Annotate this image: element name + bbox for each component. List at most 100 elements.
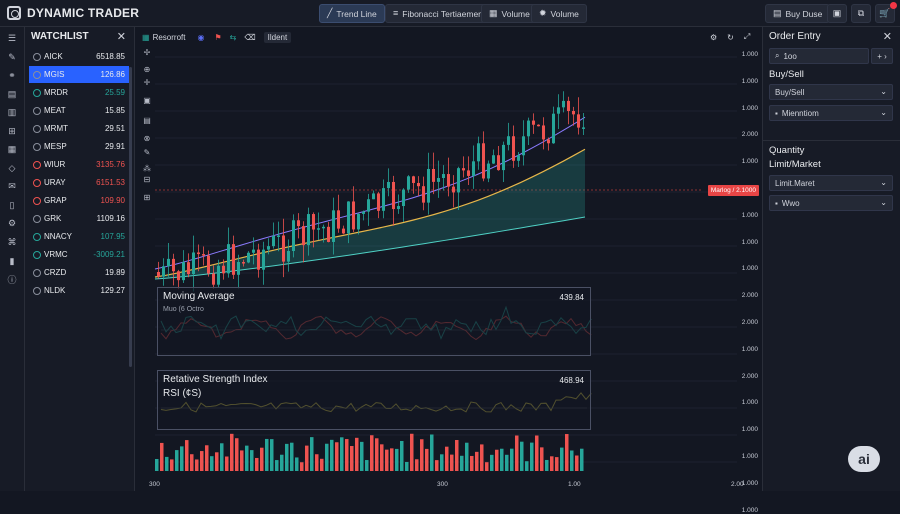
note-icon[interactable]: ▤ xyxy=(143,116,151,125)
status-dot-icon xyxy=(33,268,41,277)
price-axis-label: 1.000 xyxy=(741,399,758,407)
status-dot-icon xyxy=(33,106,41,115)
plus-icon[interactable]: ✛ xyxy=(143,78,151,87)
misc-select[interactable]: ▪ Mienntiom ⌄ xyxy=(769,105,893,121)
time-label: 2.00 xyxy=(731,481,744,488)
watchlist-value: 1109.16 xyxy=(96,214,125,223)
document-icon[interactable]: ▯ xyxy=(9,199,15,210)
watchlist-item[interactable]: MEAT 15.85 xyxy=(29,102,129,119)
watchlist-scrollbar[interactable] xyxy=(129,67,132,367)
rsi-pane[interactable]: Retative Strength Index RSI (¢S) 468.94 xyxy=(157,370,591,430)
fibonacci-button[interactable]: ≡ Fibonacci Tertiaement xyxy=(385,4,494,23)
chart-icon[interactable]: ▥ xyxy=(7,106,17,117)
trash-icon[interactable]: ▮ xyxy=(9,255,15,266)
buy-order-button[interactable]: ▤ Buy Duse xyxy=(765,4,831,23)
volume-button-2[interactable]: ✹ Volume xyxy=(531,4,587,23)
watchlist-item[interactable]: NNACY 107.95 xyxy=(29,228,129,245)
moving-average-pane[interactable]: Moving Average Muo (6 Octro 439.84 xyxy=(157,287,591,356)
record-icon[interactable]: ◉ xyxy=(197,32,205,42)
crosshair-icon[interactable]: ⊕ xyxy=(143,65,151,74)
status-dot-icon xyxy=(33,88,41,97)
watchlist-item[interactable]: MESP 29.91 xyxy=(29,138,129,155)
watchlist-item[interactable]: GRK 1109.16 xyxy=(29,210,129,227)
moving-average-subtitle: Muo (6 Octro xyxy=(163,306,204,313)
refresh-icon[interactable]: ↻ xyxy=(727,32,734,42)
watchlist-item[interactable]: CRZD 19.89 xyxy=(29,264,129,281)
search-icon: ⌕ xyxy=(775,51,780,60)
info-icon[interactable]: ⓘ xyxy=(7,274,17,285)
watchlist-value: 126.86 xyxy=(100,70,125,79)
watchlist-item[interactable]: MRDR 25.59 xyxy=(29,84,129,101)
ident-label: Ildent xyxy=(267,32,288,42)
text-icon[interactable]: ⊟ xyxy=(143,175,151,184)
time-label: 300 xyxy=(437,481,448,488)
trend-line-button[interactable]: ╱ Trend Line xyxy=(319,4,385,23)
close-icon[interactable]: ✕ xyxy=(116,31,126,43)
status-dot-icon xyxy=(33,286,41,295)
settings-icon[interactable]: ⚙ xyxy=(710,32,718,42)
watchlist-item[interactable]: VRMC -3009.21 xyxy=(29,246,129,263)
watchlist-item[interactable]: GRAP 109.90 xyxy=(29,192,129,209)
cursor-icon[interactable]: ✢ xyxy=(143,48,151,57)
calendar-icon[interactable]: ▦ xyxy=(7,143,17,154)
rsi-subtitle: RSI (¢S) xyxy=(163,388,202,399)
fibonacci-icon: ≡ xyxy=(393,8,399,18)
shapes-icon[interactable]: ⁂ xyxy=(143,164,151,173)
status-dot-icon xyxy=(33,178,41,187)
watchlist-value: 107.95 xyxy=(100,232,125,241)
fibonacci-label: Fibonacci Tertiaement xyxy=(402,8,486,19)
watchlist-symbol: AICK xyxy=(44,52,63,61)
volume-label-2: Volume xyxy=(550,8,579,19)
watchlist-symbol: MRMT xyxy=(44,124,68,133)
watchlist-item[interactable]: AICK 6518.85 xyxy=(29,48,129,65)
limit-select[interactable]: Limit.Maret ⌄ xyxy=(769,175,893,191)
watchlist-value: -3009.21 xyxy=(93,250,125,259)
left-tool-rail: ☰ ✎ ⚭ ▤ ▥ ⊞ ▦ ◇ ✉ ▯ ⚙ ⌘ ▮ ⓘ xyxy=(0,27,25,491)
watchlist-item[interactable]: MRMT 29.51 xyxy=(29,120,129,137)
close-icon[interactable]: ✕ xyxy=(882,31,892,43)
notification-badge xyxy=(890,2,897,9)
magnet-icon[interactable]: ⊗ xyxy=(143,134,151,143)
add-button[interactable]: + › xyxy=(871,48,893,64)
layout-button[interactable]: ⧉ xyxy=(851,4,871,23)
calendar-button[interactable]: ▣ xyxy=(827,4,847,23)
volume-button-1[interactable]: ▦ Volume xyxy=(481,4,538,23)
tag-icon[interactable]: ⌘ xyxy=(7,236,17,247)
watchlist-symbol: MGIS xyxy=(44,70,65,79)
trend-line-label: Trend Line xyxy=(336,8,377,19)
status-dot-icon xyxy=(33,124,41,133)
link-icon[interactable]: ⚭ xyxy=(8,69,16,80)
watchlist-item[interactable]: NLDK 129.27 xyxy=(29,282,129,299)
ruler-icon[interactable]: ▣ xyxy=(143,96,151,105)
status-dot-icon xyxy=(33,250,41,259)
order-input[interactable]: ⌕ 1oo xyxy=(769,48,869,64)
news-icon[interactable]: ▤ xyxy=(7,88,17,99)
watchlist-item[interactable]: WIUR 3135.76 xyxy=(29,156,129,173)
watchlist-item[interactable]: URAY 6151.53 xyxy=(29,174,129,191)
grid-icon[interactable]: ▦ xyxy=(142,32,150,42)
price-axis-label: 1.000 xyxy=(741,211,758,219)
wwo-select[interactable]: ▪ Wwo ⌄ xyxy=(769,195,893,211)
menu-icon[interactable]: ☰ xyxy=(7,32,17,43)
book-icon[interactable]: ⊞ xyxy=(8,125,16,136)
app-title: DYNAMIC TRADER xyxy=(27,6,140,20)
watchlist-symbol: URAY xyxy=(44,178,66,187)
status-dot-icon xyxy=(33,196,41,205)
ai-assistant-button[interactable]: ai xyxy=(848,446,880,472)
watchlist-symbol: WIUR xyxy=(44,160,66,169)
diamond-icon[interactable]: ◇ xyxy=(8,162,16,173)
buysell-select[interactable]: Buy/Sell ⌄ xyxy=(769,84,893,100)
arrows-icon[interactable]: ⇆ xyxy=(229,32,237,42)
eraser-icon[interactable]: ⌫ xyxy=(244,32,256,42)
flag-icon[interactable]: ⚑ xyxy=(214,32,222,42)
watchlist-item[interactable]: MGIS 126.86 xyxy=(29,66,129,83)
measure-icon[interactable]: ⊞ xyxy=(143,193,151,202)
settings-icon[interactable]: ⚙ xyxy=(7,217,17,228)
mail-icon[interactable]: ✉ xyxy=(8,180,16,191)
pen-icon[interactable]: ✎ xyxy=(143,148,151,157)
ident-button[interactable]: Ildent xyxy=(263,31,292,43)
pencil-icon[interactable]: ✎ xyxy=(8,51,16,62)
expand-icon[interactable]: ⤢ xyxy=(743,32,751,41)
cart-button[interactable]: 🛒 xyxy=(875,2,897,23)
time-label: 300 xyxy=(149,481,160,488)
